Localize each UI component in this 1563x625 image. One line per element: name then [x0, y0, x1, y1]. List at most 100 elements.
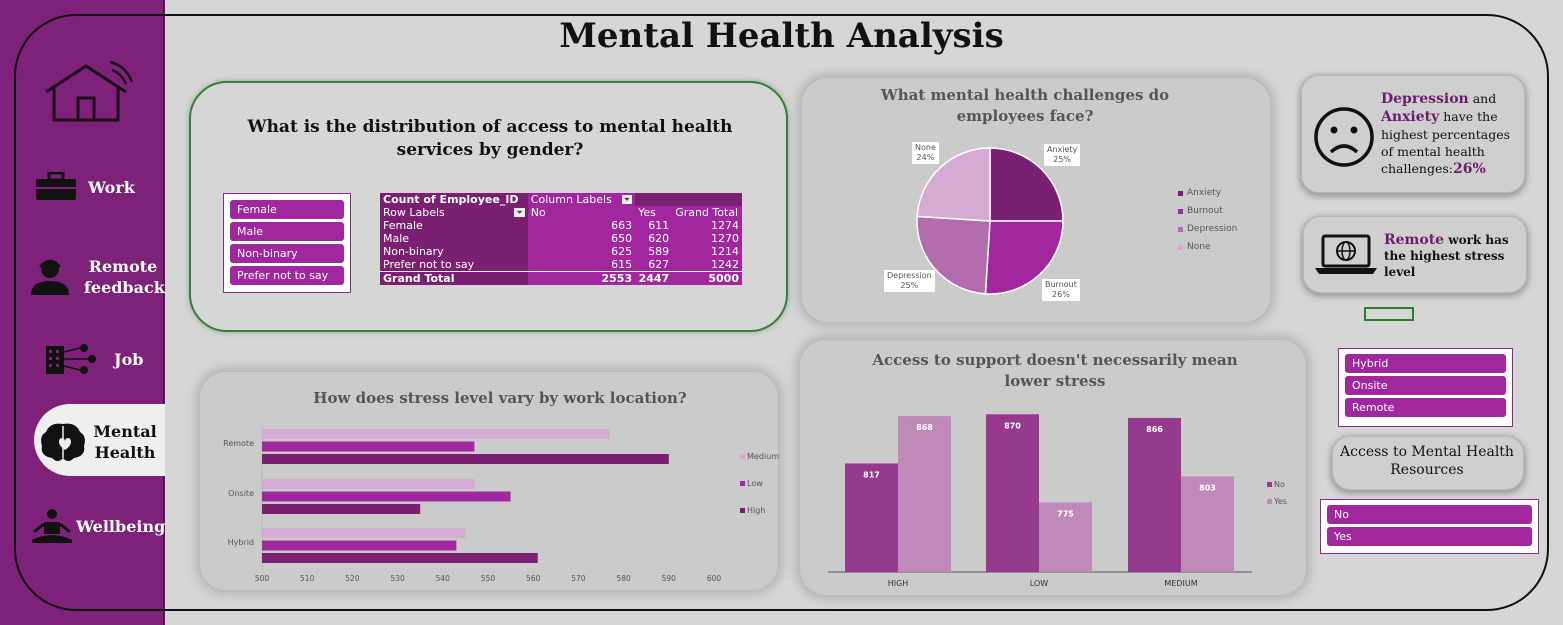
pivot-cell: 615 — [527, 258, 636, 272]
support-stress-title: Access to support doesn't necessarily me… — [872, 351, 1238, 390]
pivot-cell: 650 — [527, 232, 636, 245]
slicer-item-female[interactable]: Female — [230, 200, 344, 219]
selected-cell[interactable] — [1364, 307, 1414, 321]
row-labels-dropdown-icon[interactable]: ⏷ — [514, 208, 525, 217]
data-label: 775 — [1057, 509, 1074, 518]
slicer-item-remote[interactable]: Remote — [1345, 398, 1506, 417]
pie-legend-none: None — [1178, 242, 1210, 252]
x-tick-label: 500 — [255, 574, 270, 583]
slicer-item-hybrid[interactable]: Hybrid — [1345, 354, 1506, 373]
pie-legend-burnout: Burnout — [1178, 206, 1223, 216]
pivot-cell: 589 — [635, 245, 673, 258]
slicer-item-prefer-not-to-say[interactable]: Prefer not to say — [230, 266, 344, 285]
sidebar-item-remote-feedback[interactable]: Remote feedback — [28, 256, 165, 298]
dashboard-frame — [14, 14, 1549, 611]
bar-no-medium — [1128, 417, 1181, 572]
x-tick-label: 540 — [436, 574, 451, 583]
slicer-item-onsite[interactable]: Onsite — [1345, 376, 1506, 395]
pivot-row: Non-binary 625 589 1214 — [380, 245, 742, 258]
legend-label: Depression — [1187, 224, 1238, 234]
pivot-cell: 625 — [527, 245, 636, 258]
sidebar-item-mental-health[interactable]: Mental Health — [38, 420, 158, 464]
access-resources-button[interactable] — [1332, 436, 1524, 490]
legend-label: Anxiety — [1187, 188, 1222, 198]
pie-chart-title: What mental health challenges do employe… — [880, 86, 1170, 125]
pie-slice-anxiety — [989, 147, 1064, 222]
pivot-cell: 620 — [635, 232, 673, 245]
insight-text-rest: work has the highest stress level — [1384, 233, 1509, 279]
insight-text-and: and — [1468, 91, 1497, 106]
pivot-cell: 2553 — [527, 271, 636, 285]
sidebar-item-work[interactable]: Work — [34, 172, 135, 202]
pivot-row-label: Grand Total — [380, 271, 528, 285]
pie-label-pct: 25% — [1053, 155, 1072, 164]
pie-label-depression: Depression 25% — [884, 270, 935, 292]
x-tick-label: 580 — [616, 574, 631, 583]
insight-card-depression-anxiety — [1301, 75, 1525, 193]
pivot-header-no: No — [527, 206, 636, 219]
gender-slicer: Female Male Non-binary Prefer not to say — [223, 193, 351, 293]
data-label: 866 — [1146, 425, 1163, 434]
slicer-item-non-binary[interactable]: Non-binary — [230, 244, 344, 263]
pivot-header-row-labels: Row Labels ⏷ — [380, 206, 528, 219]
pie-label-name: None — [915, 143, 936, 152]
legend-label: High — [747, 506, 765, 515]
access-slicer: No Yes — [1320, 499, 1539, 554]
meditation-icon — [32, 509, 72, 543]
pie-label-none: None 24% — [912, 142, 939, 164]
pivot-row-label: Prefer not to say — [380, 258, 528, 272]
bar-low-remote — [262, 441, 475, 452]
data-label: 870 — [1004, 421, 1021, 430]
pie-label-anxiety: Anxiety 25% — [1044, 144, 1081, 166]
bar-no-high — [845, 463, 898, 572]
insight-highlight-depression: Depression — [1381, 91, 1469, 107]
sidebar-item-label: Mental Health — [93, 422, 157, 462]
insight-value: 26% — [1452, 161, 1486, 177]
pie-label-name: Burnout — [1045, 280, 1077, 289]
pivot-row: Male 650 620 1270 — [380, 232, 742, 245]
pivot-cell: 627 — [635, 258, 673, 272]
slicer-item-yes[interactable]: Yes — [1327, 527, 1532, 546]
pie-slice-depression — [916, 215, 991, 295]
bar-medium-onsite — [262, 479, 475, 489]
x-tick-label: 570 — [571, 574, 586, 583]
column-labels-dropdown-icon[interactable]: ⏷ — [621, 195, 633, 204]
x-tick-label: 530 — [390, 574, 405, 583]
pivot-header-empty — [635, 193, 672, 206]
bar-medium-remote — [262, 429, 611, 439]
data-label: 817 — [863, 470, 880, 479]
x-tick-label: 600 — [707, 574, 722, 583]
pie-label-pct: 24% — [916, 153, 935, 162]
legend-swatch — [740, 508, 745, 513]
sidebar-item-job[interactable]: Job — [44, 342, 143, 376]
legend-label: Medium — [747, 452, 779, 461]
pivot-cell: 1274 — [672, 219, 742, 232]
slicer-item-no[interactable]: No — [1327, 505, 1532, 524]
sidebar — [0, 0, 165, 625]
briefcase-icon — [36, 172, 76, 200]
slicer-item-male[interactable]: Male — [230, 222, 344, 241]
pivot-header-yes: Yes — [635, 206, 673, 219]
pie-label-name: Anxiety — [1047, 145, 1078, 154]
legend-label: No — [1274, 480, 1285, 489]
column-labels-text: Column Labels — [530, 193, 612, 206]
pivot-row-label: Male — [380, 232, 528, 245]
sidebar-item-wellbeing[interactable]: Wellbeing — [30, 508, 165, 544]
pivot-cell: 1214 — [672, 245, 742, 258]
y-tick-label: Hybrid — [228, 538, 254, 547]
bar-high-onsite — [262, 504, 421, 514]
smart-home-icon[interactable] — [40, 60, 136, 124]
access-resources-label: Access to Mental Health Resources — [1340, 444, 1514, 478]
x-tick-label: 590 — [662, 574, 677, 583]
pie-label-name: Depression — [887, 271, 932, 280]
row-labels-text: Row Labels — [383, 206, 445, 219]
legend-swatch — [1267, 499, 1272, 504]
pie-legend-anxiety: Anxiety — [1178, 188, 1221, 198]
x-tick-label: MEDIUM — [1164, 579, 1197, 588]
pie-slice-none — [916, 147, 991, 222]
office-network-icon — [46, 344, 96, 374]
sidebar-item-label: Work — [88, 177, 135, 197]
x-tick-label: 560 — [526, 574, 541, 583]
pivot-grand-total-row: Grand Total 2553 2447 5000 — [380, 271, 742, 285]
pivot-header-grand-total: Grand Total — [672, 206, 742, 219]
